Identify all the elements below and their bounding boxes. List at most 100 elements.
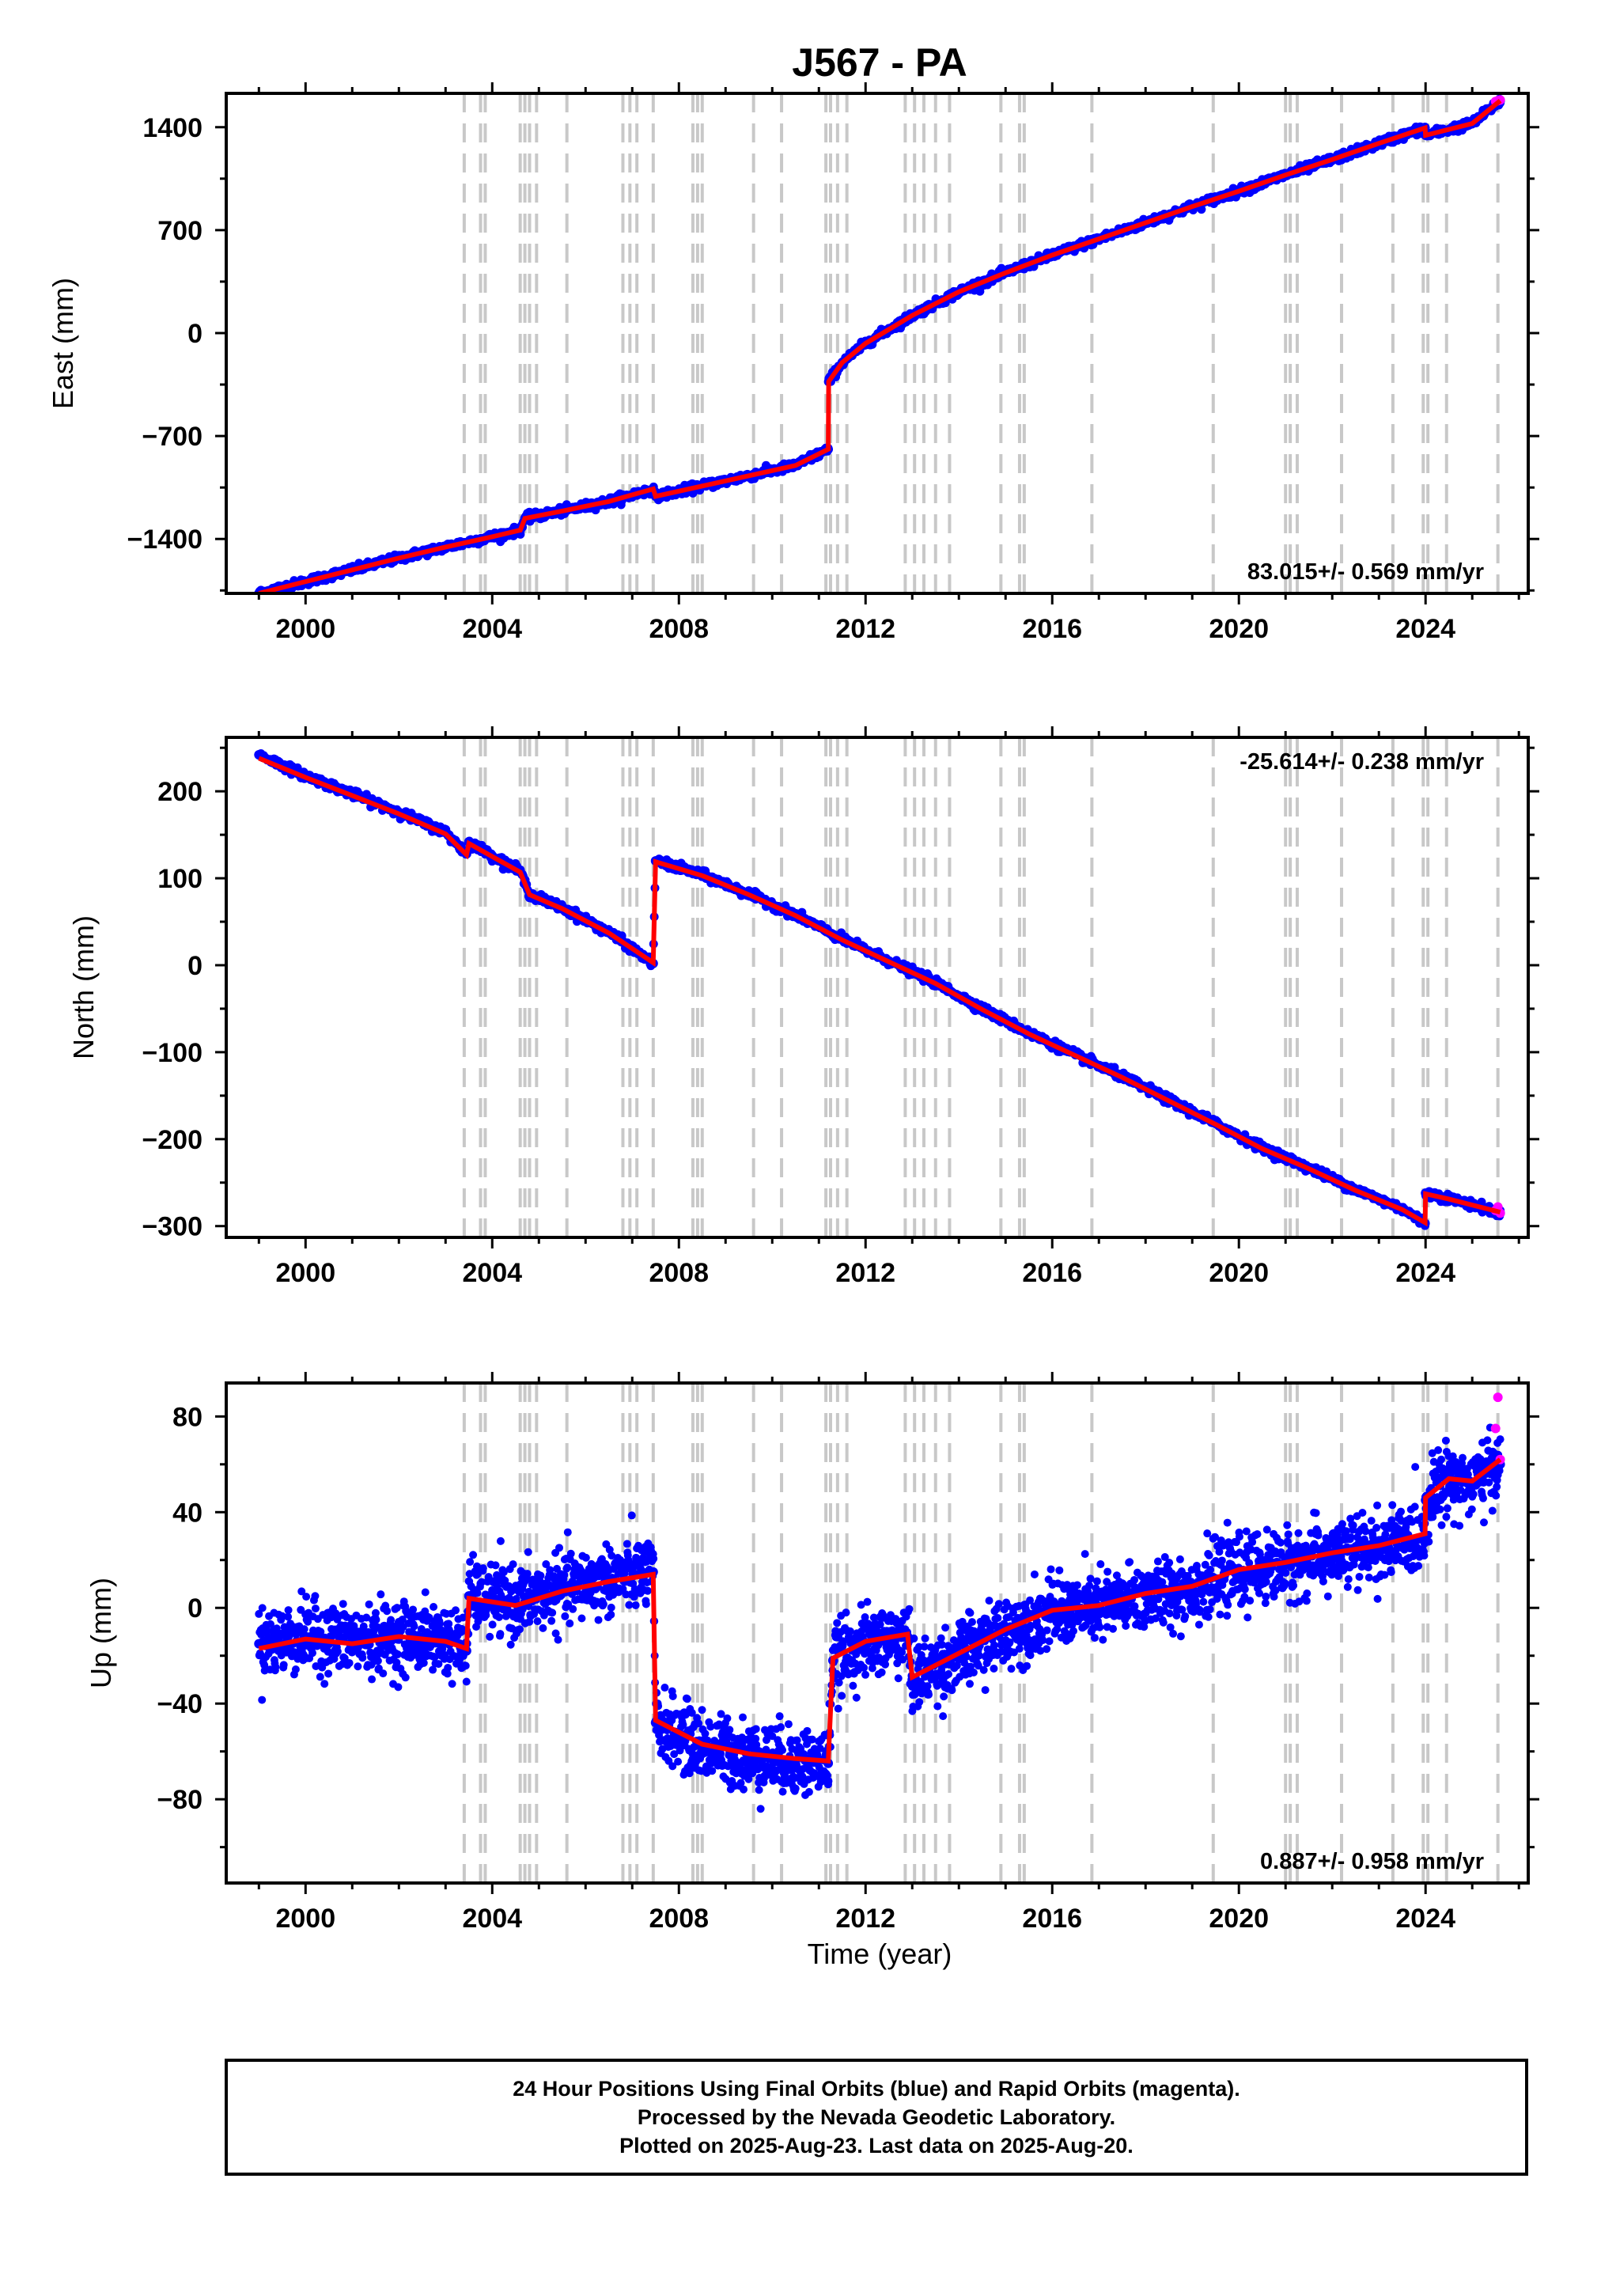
y-axis-label: North (mm) [67, 915, 100, 1059]
data-point [539, 1623, 547, 1632]
data-point [394, 1683, 403, 1692]
data-point [316, 1673, 324, 1681]
data-point [577, 1614, 586, 1623]
data-point [392, 1658, 401, 1667]
data-point [278, 1612, 286, 1620]
data-point [392, 1604, 401, 1612]
data-point [448, 1680, 456, 1688]
y-tick-label: 100 [157, 864, 202, 894]
chart-title: J567 - PA [792, 40, 967, 85]
x-tick-label: 2012 [835, 614, 895, 644]
data-point [452, 1606, 460, 1615]
data-point [477, 1578, 486, 1586]
plot-frame [225, 736, 1530, 1239]
data-point [445, 1620, 453, 1628]
data-point [302, 1593, 311, 1601]
scatter-points [254, 94, 1505, 593]
data-point [371, 1608, 380, 1617]
x-tick-label: 2000 [275, 614, 335, 644]
data-point [421, 1588, 430, 1597]
data-point [284, 1612, 293, 1621]
data-point [501, 1576, 509, 1585]
rate-label: -25.614+/- 0.238 mm/yr [1240, 749, 1484, 775]
data-point [1197, 205, 1206, 214]
y-tick-label: −300 [142, 1212, 202, 1242]
data-point [373, 1657, 382, 1665]
y-axis-label: East (mm) [47, 278, 79, 409]
data-point [506, 1640, 515, 1649]
data-point [263, 1627, 272, 1635]
y-tick-label: 1400 [142, 113, 202, 143]
y-tick-label: 700 [157, 216, 202, 246]
data-point [267, 1620, 275, 1628]
data-point [429, 1665, 437, 1674]
event-lines [462, 93, 1500, 593]
x-tick-label: 2004 [462, 614, 522, 644]
data-point [566, 1549, 575, 1558]
y-tick-label: −700 [142, 422, 202, 452]
data-point [491, 1561, 500, 1570]
data-point [499, 1568, 508, 1577]
data-point [547, 1616, 556, 1625]
data-point [607, 1603, 615, 1612]
x-tick-label: 2016 [1022, 1258, 1082, 1288]
data-point [473, 1589, 482, 1597]
data-point [311, 1592, 320, 1601]
data-point [524, 1548, 532, 1556]
data-point [308, 1649, 316, 1658]
data-point [383, 1607, 392, 1616]
data-point [466, 1558, 475, 1567]
data-point [569, 1605, 577, 1613]
data-point [554, 1544, 563, 1552]
data-point [435, 1620, 444, 1628]
x-tick-label: 2000 [275, 1258, 335, 1288]
data-point [631, 1601, 640, 1609]
data-point [331, 1609, 340, 1618]
data-point [393, 1650, 402, 1658]
data-point [354, 1662, 362, 1671]
data-point [409, 1605, 418, 1614]
x-tick-label: 2016 [1022, 614, 1082, 644]
model-line [258, 98, 1502, 593]
y-tick-label: 200 [157, 777, 202, 807]
data-point [607, 1610, 615, 1619]
data-point [333, 1647, 342, 1656]
data-point [398, 1615, 407, 1623]
data-point [623, 1540, 631, 1548]
x-tick-label: 2008 [649, 1258, 709, 1288]
data-point [311, 1605, 320, 1613]
data-point [523, 1570, 532, 1578]
data-point [461, 1661, 470, 1670]
data-point [479, 1564, 487, 1573]
data-point [533, 1617, 542, 1626]
y-tick-label: −200 [142, 1125, 202, 1155]
data-point [387, 1616, 396, 1624]
y-tick-label: −100 [142, 1038, 202, 1068]
data-point [515, 1625, 524, 1634]
data-point [419, 1658, 428, 1667]
data-point [536, 1571, 545, 1580]
north-panel: 2000 2004 2008 2012 2016 2020 2024−300−200−100… [67, 726, 1539, 1288]
data-point [258, 1604, 267, 1612]
data-point [563, 1528, 572, 1536]
data-point [368, 1675, 377, 1684]
data-point [312, 1662, 320, 1671]
data-point [324, 1669, 333, 1678]
data-point [566, 1619, 574, 1627]
data-point [561, 1612, 570, 1620]
x-tick-label: 2024 [1395, 614, 1455, 644]
data-point [430, 1653, 439, 1661]
data-point [438, 1645, 447, 1654]
data-point [320, 1680, 329, 1688]
x-tick-label: 2020 [1209, 614, 1269, 644]
data-point [379, 1669, 388, 1678]
data-point [345, 1658, 354, 1667]
data-point [496, 1536, 505, 1545]
y-tick-label: 0 [187, 319, 202, 349]
data-point [255, 1609, 263, 1618]
data-point [417, 1625, 426, 1634]
data-point [496, 1630, 505, 1639]
data-point [548, 1608, 557, 1617]
data-point [410, 1622, 418, 1631]
